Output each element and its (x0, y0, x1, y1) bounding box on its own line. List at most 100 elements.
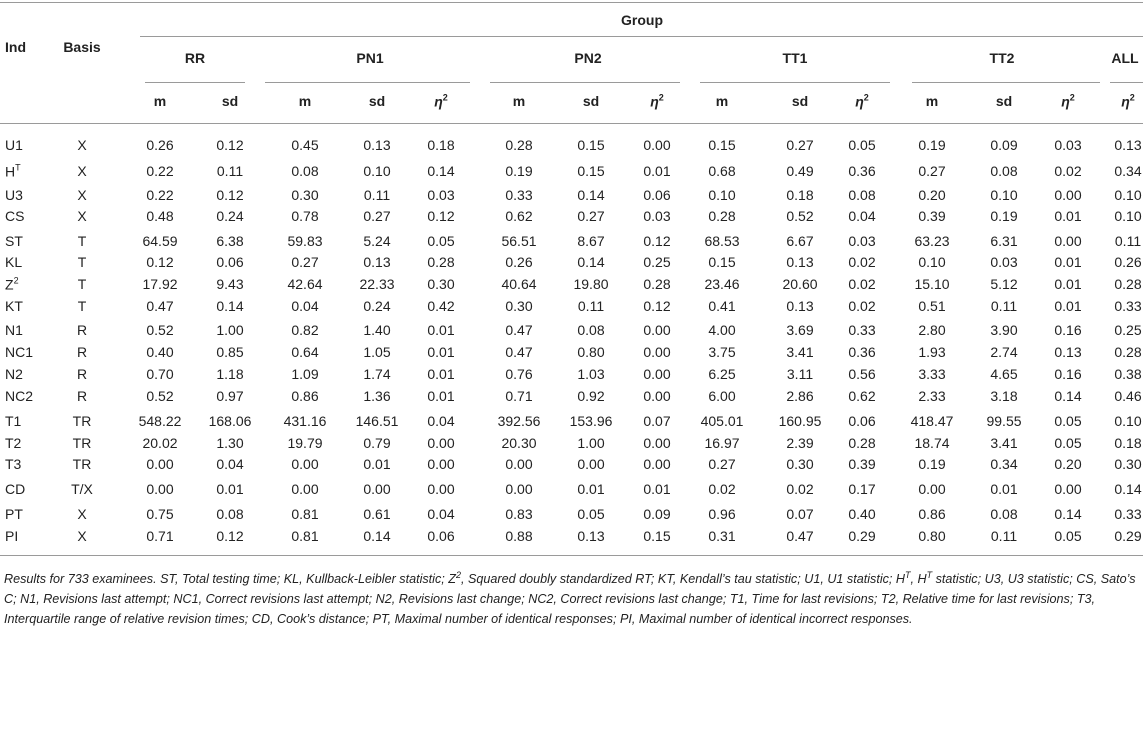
value-cell: 0.85 (216, 344, 244, 360)
row-label-sup: T (15, 162, 21, 173)
caption: Results for 733 examinees. ST, Total tes… (4, 565, 1140, 629)
row-label: Z2 (5, 276, 19, 293)
value-cell: 0.12 (216, 187, 244, 203)
value-cell: 0.13 (1114, 137, 1142, 153)
value-cell: 0.04 (291, 298, 319, 314)
value-cell: 1.18 (216, 366, 244, 382)
subheader-base: η (1121, 93, 1130, 110)
row-label: CS (5, 208, 25, 224)
basis-cell: T/X (71, 481, 93, 497)
value-cell: 0.00 (146, 456, 174, 472)
value-cell: 0.00 (643, 366, 671, 382)
row-label: U1 (5, 137, 23, 153)
value-cell: 0.36 (848, 163, 876, 179)
value-cell: 0.78 (291, 208, 319, 224)
rule (0, 2, 1143, 3)
value-cell: 1.03 (577, 366, 605, 382)
subheader: η2 (650, 93, 664, 110)
value-cell: 0.19 (505, 163, 533, 179)
group-name: ALL (1111, 50, 1139, 66)
subheader: η2 (1061, 93, 1075, 110)
value-cell: 0.16 (1054, 366, 1082, 382)
value-cell: 3.75 (708, 344, 736, 360)
basis-cell: TR (72, 435, 92, 451)
value-cell: 19.80 (573, 276, 609, 292)
group-name: PN1 (356, 50, 384, 66)
value-cell: 0.14 (1054, 388, 1082, 404)
value-cell: 0.19 (918, 137, 946, 153)
value-cell: 0.47 (505, 344, 533, 360)
value-cell: 0.08 (577, 322, 605, 338)
value-cell: 0.18 (427, 137, 455, 153)
value-cell: 1.93 (918, 344, 946, 360)
value-cell: 3.33 (918, 366, 946, 382)
row-label: N2 (5, 366, 23, 382)
value-cell: 0.00 (363, 481, 391, 497)
value-cell: 0.03 (990, 254, 1018, 270)
value-cell: 0.11 (990, 528, 1018, 544)
row-label: NC2 (5, 388, 34, 404)
value-cell: 0.12 (216, 137, 244, 153)
value-cell: 0.22 (146, 187, 174, 203)
subheader-sup: 2 (658, 92, 664, 103)
value-cell: 0.06 (216, 254, 244, 270)
value-cell: 0.75 (146, 506, 174, 522)
value-cell: 0.01 (427, 388, 455, 404)
rule (1110, 82, 1143, 83)
value-cell: 0.08 (291, 163, 319, 179)
value-cell: 146.51 (355, 413, 399, 429)
rule (700, 82, 890, 83)
value-cell: 0.81 (291, 528, 319, 544)
basis-cell: T (77, 254, 87, 270)
row-label: PI (5, 528, 19, 544)
value-cell: 0.51 (918, 298, 946, 314)
value-cell: 0.10 (1114, 413, 1142, 429)
value-cell: 0.24 (363, 298, 391, 314)
value-cell: 0.10 (1114, 208, 1142, 224)
basis-cell: TR (72, 413, 92, 429)
value-cell: 0.00 (643, 435, 671, 451)
value-cell: 0.28 (848, 435, 876, 451)
value-cell: 0.00 (291, 456, 319, 472)
value-cell: 0.00 (1054, 233, 1082, 249)
value-cell: 0.01 (363, 456, 391, 472)
value-cell: 0.10 (1114, 187, 1142, 203)
value-cell: 0.14 (1114, 481, 1142, 497)
value-cell: 5.12 (990, 276, 1018, 292)
value-cell: 68.53 (704, 233, 740, 249)
value-cell: 0.15 (577, 137, 605, 153)
subheader: m (715, 93, 729, 109)
subheader: sd (221, 93, 239, 109)
value-cell: 0.04 (427, 413, 455, 429)
subheader: η2 (855, 93, 869, 110)
basis-cell: T (77, 276, 87, 292)
value-cell: 0.09 (990, 137, 1018, 153)
subheader-base: η (650, 93, 659, 110)
value-cell: 3.90 (990, 322, 1018, 338)
value-cell: 16.97 (704, 435, 740, 451)
subheader-base: η (434, 93, 443, 110)
value-cell: 0.31 (708, 528, 736, 544)
value-cell: 8.67 (577, 233, 605, 249)
subheader-sup: 2 (1069, 92, 1075, 103)
basis-cell: T (77, 298, 87, 314)
value-cell: 0.39 (918, 208, 946, 224)
value-cell: 392.56 (497, 413, 541, 429)
value-cell: 0.08 (216, 506, 244, 522)
row-label: T2 (5, 435, 22, 451)
subheader-sup: 2 (442, 92, 448, 103)
value-cell: 0.00 (146, 481, 174, 497)
row-label: PT (5, 506, 23, 522)
value-cell: 0.06 (848, 413, 876, 429)
value-cell: 0.14 (363, 528, 391, 544)
row-label: HT (5, 163, 21, 180)
caption-text: , H (910, 572, 927, 587)
value-cell: 0.08 (990, 506, 1018, 522)
value-cell: 1.40 (363, 322, 391, 338)
value-cell: 0.04 (216, 456, 244, 472)
value-cell: 0.03 (643, 208, 671, 224)
value-cell: 56.51 (501, 233, 537, 249)
value-cell: 0.47 (146, 298, 174, 314)
value-cell: 0.41 (708, 298, 736, 314)
value-cell: 0.10 (990, 187, 1018, 203)
